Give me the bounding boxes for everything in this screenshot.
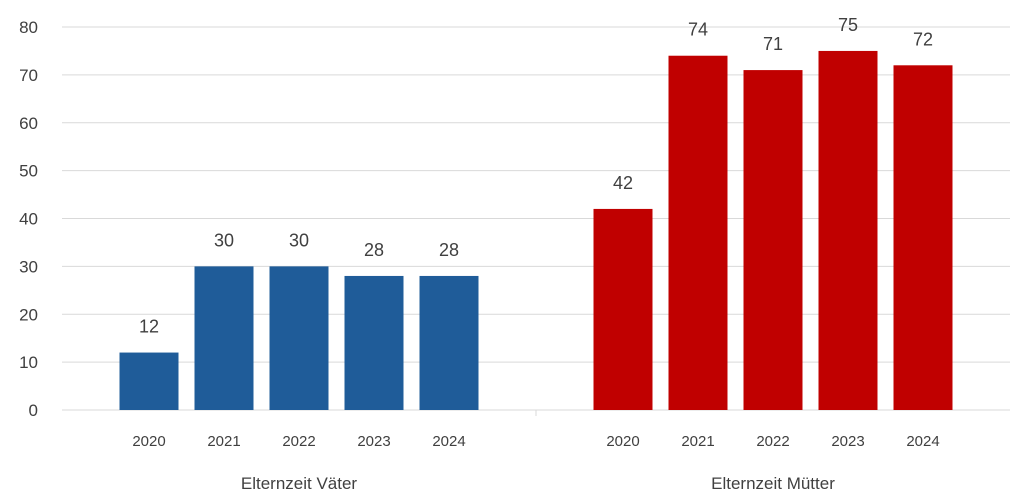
group-labels: Elternzeit Väter Elternzeit Mütter (241, 474, 835, 493)
y-tick-label: 80 (19, 18, 38, 37)
bar (344, 275, 404, 410)
bar (743, 70, 803, 411)
bar (893, 65, 953, 411)
bars (119, 50, 953, 411)
x-tick-label: 2024 (906, 433, 939, 450)
x-tick-label: 2022 (756, 433, 789, 450)
y-tick-label: 20 (19, 305, 38, 324)
y-tick-label: 50 (19, 162, 38, 181)
y-tick-label: 0 (29, 401, 38, 420)
bar (818, 50, 878, 410)
x-tick-label: 2023 (831, 433, 864, 450)
data-label: 28 (364, 240, 384, 260)
x-tick-label: 2021 (207, 433, 240, 450)
bar (194, 266, 254, 410)
x-tick-label: 2024 (432, 433, 465, 450)
data-label: 75 (838, 15, 858, 35)
x-tick-label: 2022 (282, 433, 315, 450)
data-label: 71 (763, 34, 783, 54)
bar (668, 55, 728, 410)
data-label: 30 (214, 230, 234, 250)
x-tick-label: 2023 (357, 433, 390, 450)
data-label: 12 (139, 317, 159, 337)
group-label: Elternzeit Mütter (711, 474, 835, 493)
y-tick-label: 30 (19, 257, 38, 276)
y-tick-label: 40 (19, 210, 38, 229)
x-tick-label: 2020 (132, 433, 165, 450)
y-tick-label: 70 (19, 66, 38, 85)
data-label: 28 (439, 240, 459, 260)
data-label: 30 (289, 230, 309, 250)
y-tick-label: 10 (19, 353, 38, 372)
data-label: 72 (913, 29, 933, 49)
data-labels: 12 30 30 28 28 42 74 71 75 72 (139, 15, 933, 337)
x-tick-label: 2021 (681, 433, 714, 450)
x-tick-label: 2020 (606, 433, 639, 450)
bar (419, 275, 479, 410)
group-label: Elternzeit Väter (241, 474, 358, 493)
x-axis-ticks: 2020 2021 2022 2023 2024 2020 2021 2022 2023 2024 (132, 433, 939, 450)
y-axis-ticks: 0 10 20 30 40 50 60 70 80 (19, 18, 38, 420)
y-tick-label: 60 (19, 114, 38, 133)
data-label: 74 (688, 20, 708, 40)
bar (119, 352, 179, 410)
bar (269, 266, 329, 410)
data-label: 42 (613, 173, 633, 193)
bar (593, 208, 653, 410)
